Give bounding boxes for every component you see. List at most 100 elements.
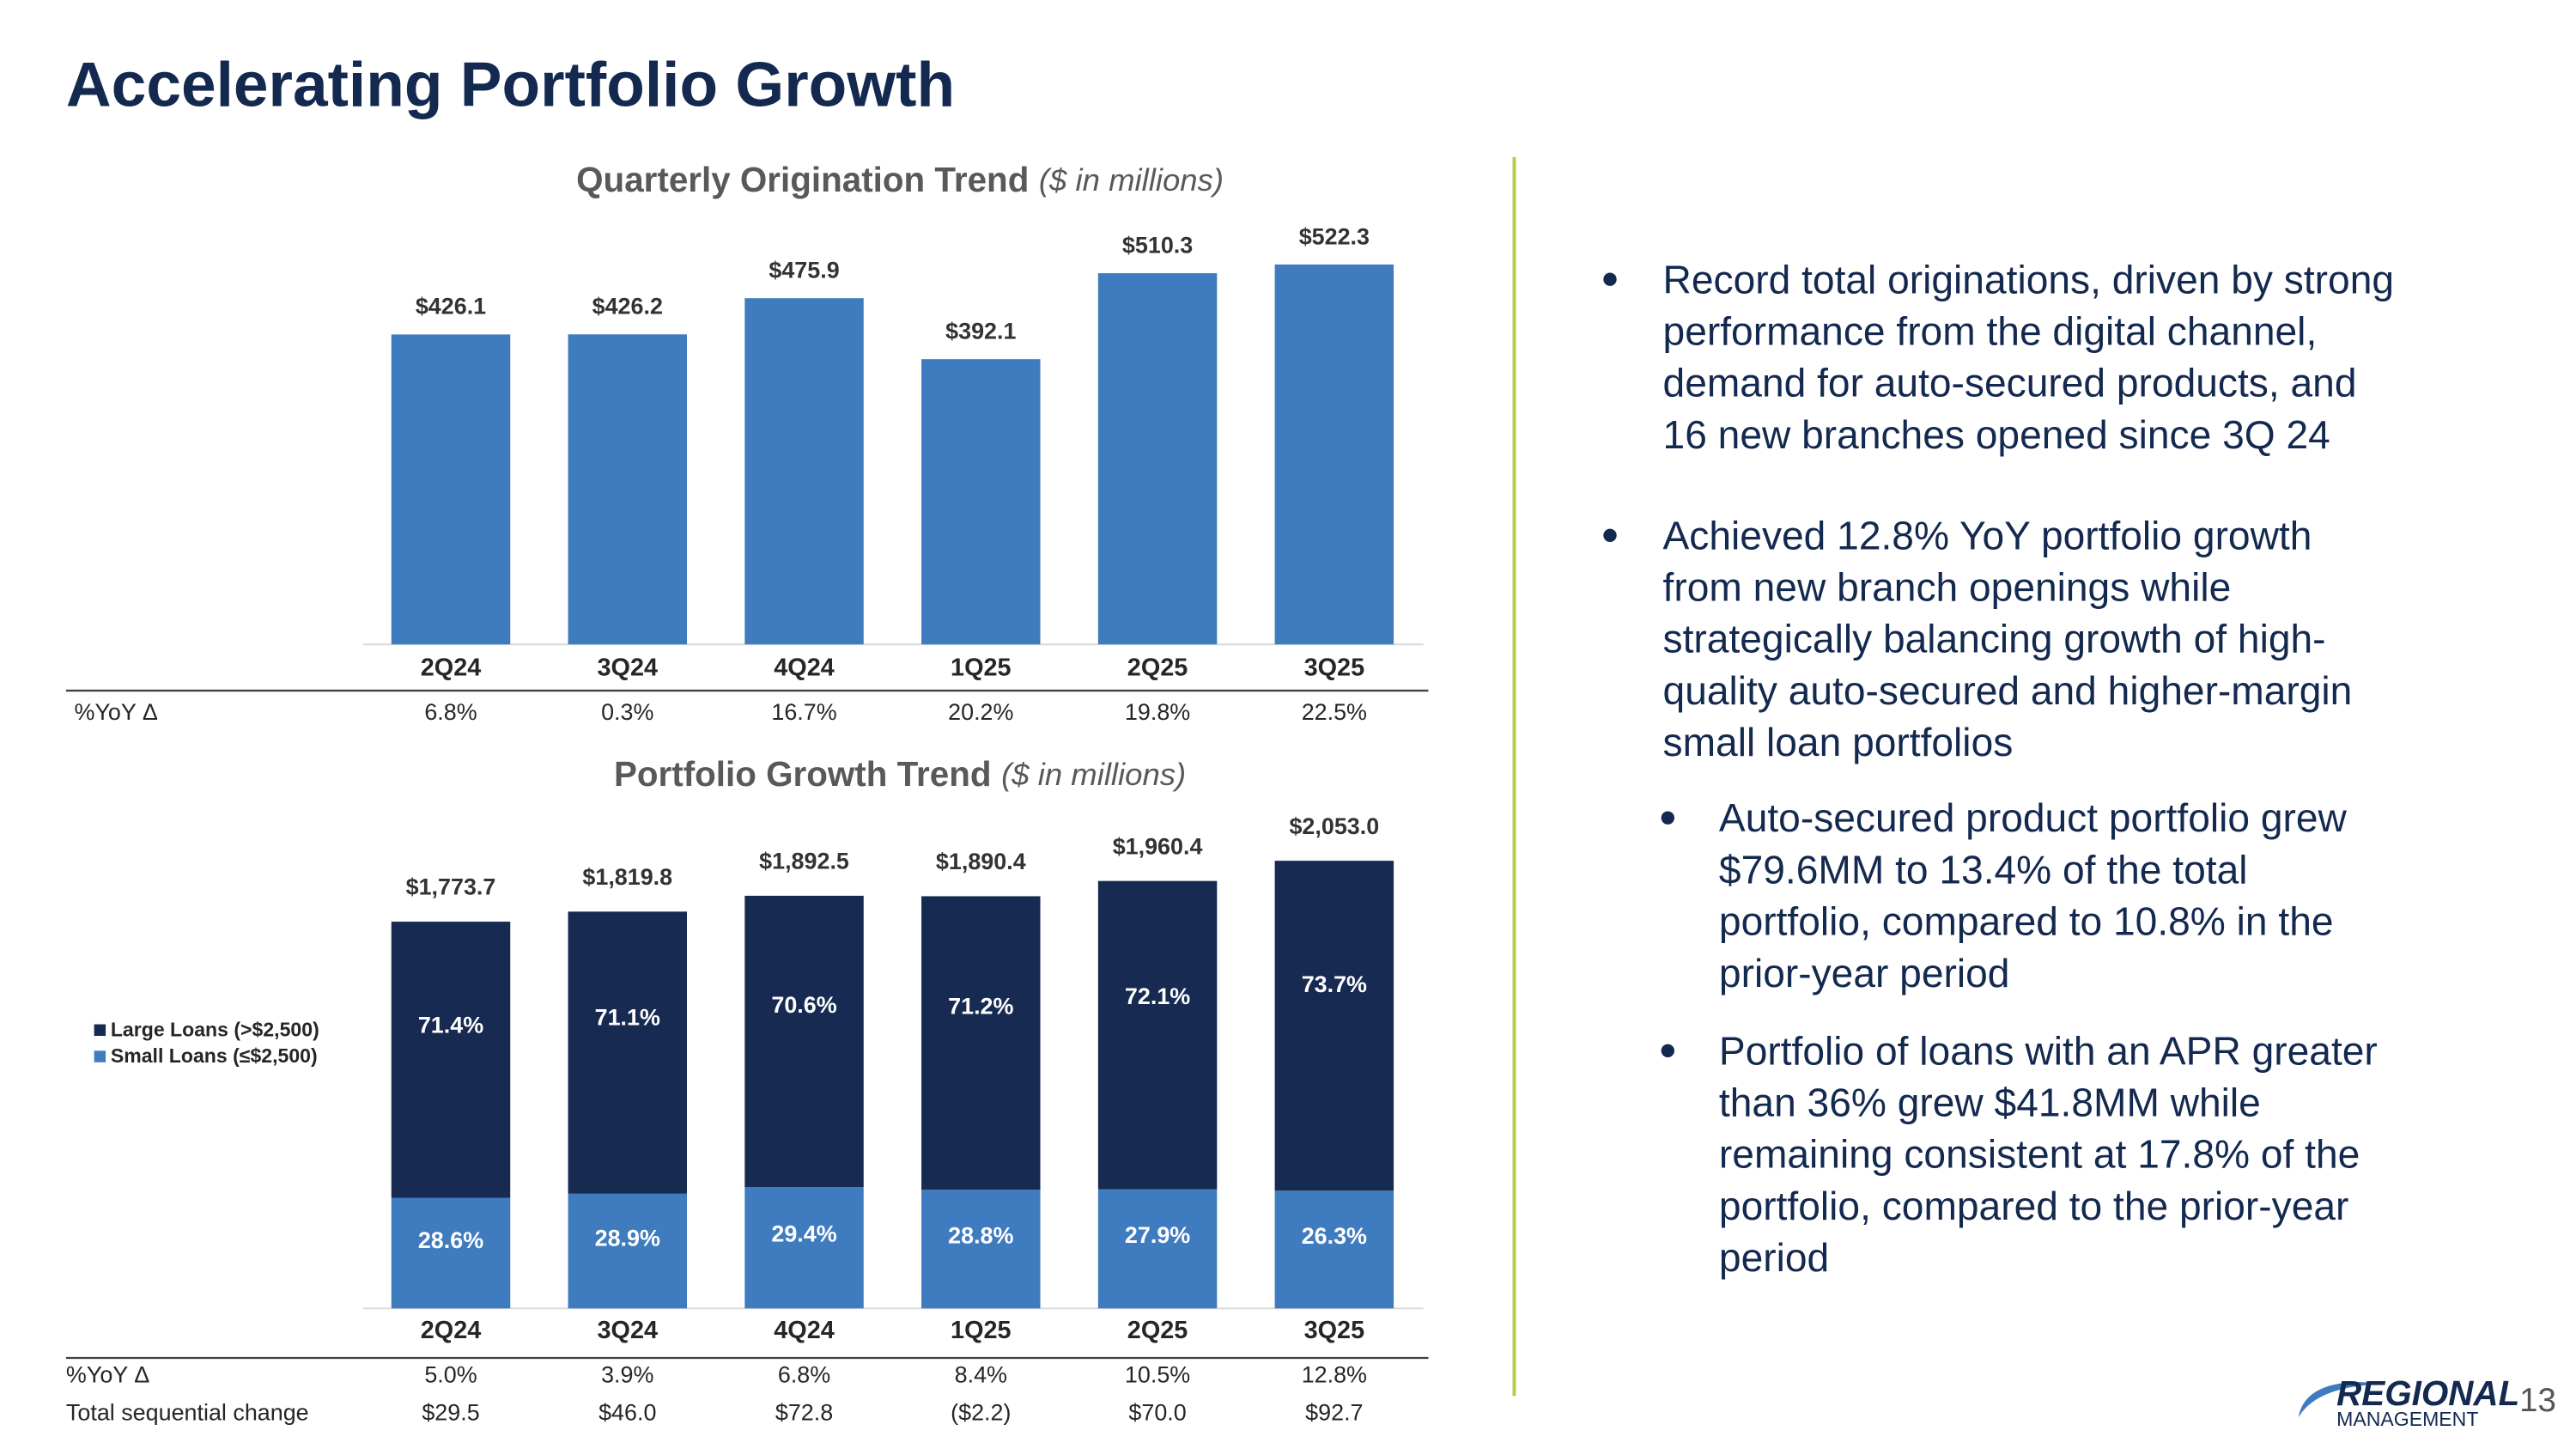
row-cell: 8.4% <box>955 1361 1007 1387</box>
row-cell: 19.8% <box>1125 699 1190 725</box>
bar <box>568 334 687 645</box>
bullet-text: Record total originations, driven by str… <box>1663 257 2394 301</box>
bullet-text: prior-year period <box>1719 951 2010 995</box>
segment-label: 71.1% <box>595 1004 660 1030</box>
segment-label: 71.2% <box>948 993 1013 1019</box>
logo-swoosh <box>2298 1382 2386 1418</box>
bar-segment <box>1097 880 1218 1190</box>
total-label: $1,960.4 <box>1113 833 1203 859</box>
segment-label: 28.6% <box>418 1227 483 1253</box>
row-cell: $72.8 <box>775 1399 833 1425</box>
row-cell: 12.8% <box>1302 1361 1367 1387</box>
value-label: $426.1 <box>416 294 486 320</box>
chart-title: Portfolio Growth Trend ($ in millions) <box>614 754 1186 794</box>
bullet-dot <box>1603 272 1617 286</box>
total-label: $1,819.8 <box>582 864 672 890</box>
x-tick-label: 2Q24 <box>421 1317 482 1344</box>
bullet-text: than 36% grew $41.8MM while <box>1719 1081 2261 1125</box>
bullet-text: remaining consistent at 17.8% of the <box>1719 1132 2360 1177</box>
bullet-dot <box>1661 1044 1674 1057</box>
row-label: %YoY Δ <box>75 699 158 725</box>
row-cell: 0.3% <box>601 699 653 725</box>
segment-label: 71.4% <box>418 1012 483 1038</box>
chart-title-main: Portfolio Growth Trend <box>614 754 992 794</box>
bullet-text: portfolio, compared to the prior-year <box>1719 1184 2348 1228</box>
bar-segment <box>744 1187 864 1309</box>
row-cell: ($2.2) <box>951 1399 1011 1425</box>
x-tick-label: 1Q25 <box>951 654 1012 682</box>
bullet-text: quality auto-secured and higher-margin <box>1663 668 2353 713</box>
bullet-text: small loan portfolios <box>1663 720 2014 764</box>
bullet-text: strategically balancing growth of high- <box>1663 617 2326 661</box>
x-tick-label: 3Q25 <box>1304 1317 1365 1344</box>
total-label: $1,892.5 <box>759 849 849 874</box>
bullet-text: performance from the digital channel, <box>1663 308 2318 353</box>
bar-segment <box>391 1197 511 1309</box>
bar <box>1274 264 1394 645</box>
bar-segment <box>568 911 687 1194</box>
x-tick-label: 3Q25 <box>1304 654 1365 682</box>
value-label: $510.3 <box>1122 232 1193 258</box>
row-cell: $92.7 <box>1305 1399 1363 1425</box>
legend-swatch <box>94 1050 106 1062</box>
bullet-dot <box>1661 811 1674 825</box>
total-label: $1,773.7 <box>406 874 496 900</box>
x-tick-label: 2Q25 <box>1127 654 1188 682</box>
bullet-text: demand for auto-secured products, and <box>1663 361 2357 405</box>
value-label: $522.3 <box>1299 223 1370 249</box>
total-label: $2,053.0 <box>1289 813 1379 839</box>
bar-segment <box>921 896 1041 1190</box>
bullet-text: period <box>1719 1235 1829 1280</box>
bullet-text: Portfolio of loans with an APR greater <box>1719 1028 2378 1073</box>
row-cell: 22.5% <box>1302 699 1367 725</box>
row-cell: 6.8% <box>424 699 477 725</box>
bar-segment <box>921 1190 1041 1309</box>
bar-segment <box>1274 861 1394 1191</box>
segment-label: 73.7% <box>1302 971 1367 997</box>
chart-title-main: Quarterly Origination Trend <box>576 159 1029 198</box>
chart-subtitle: ($ in millions) <box>1001 757 1186 792</box>
logo-line2: MANAGEMENT <box>2336 1408 2478 1430</box>
x-tick-label: 3Q24 <box>598 1317 659 1344</box>
row-cell: 6.8% <box>778 1361 830 1387</box>
page-number: 13 <box>2519 1382 2556 1419</box>
x-tick-label: 3Q24 <box>598 654 659 682</box>
bullet-text: 16 new branches opened since 3Q 24 <box>1663 412 2330 457</box>
legend-label: Large Loans (>$2,500) <box>111 1018 319 1040</box>
bullet-text: Achieved 12.8% YoY portfolio growth <box>1663 513 2312 557</box>
x-tick-label: 2Q24 <box>421 654 482 682</box>
segment-label: 28.9% <box>595 1225 660 1251</box>
segment-label: 29.4% <box>771 1221 836 1247</box>
x-tick-label: 4Q24 <box>774 654 835 682</box>
segment-label: 27.9% <box>1125 1222 1190 1248</box>
row-label: %YoY Δ <box>66 1361 149 1387</box>
row-label: Total sequential change <box>66 1399 309 1425</box>
bar-segment <box>1097 1189 1218 1309</box>
row-cell: 16.7% <box>771 699 836 725</box>
value-label: $426.2 <box>592 294 663 320</box>
chart-title: Quarterly Origination Trend ($ in million… <box>576 159 1224 198</box>
bar-segment <box>391 922 511 1198</box>
bar <box>391 334 511 645</box>
row-cell: $70.0 <box>1128 1399 1186 1425</box>
bullet-text: $79.6MM to 13.4% of the total <box>1719 847 2248 892</box>
logo-line1: REGIONAL <box>2336 1373 2519 1413</box>
bar <box>921 359 1041 645</box>
segment-label: 72.1% <box>1125 983 1190 1009</box>
bar-segment <box>1274 1190 1394 1309</box>
bar <box>744 298 864 645</box>
value-label: $475.9 <box>769 258 839 283</box>
value-label: $392.1 <box>945 319 1016 344</box>
segment-label: 70.6% <box>771 992 836 1018</box>
bullet-text: Auto-secured product portfolio grew <box>1719 795 2348 840</box>
segment-label: 26.3% <box>1302 1223 1367 1249</box>
row-cell: 10.5% <box>1125 1361 1190 1387</box>
chart-subtitle: ($ in millions) <box>1039 161 1224 197</box>
bar-segment <box>744 895 864 1188</box>
x-tick-label: 1Q25 <box>951 1317 1012 1344</box>
row-cell: $46.0 <box>598 1399 656 1425</box>
row-cell: $29.5 <box>422 1399 479 1425</box>
bar-segment <box>568 1193 687 1309</box>
